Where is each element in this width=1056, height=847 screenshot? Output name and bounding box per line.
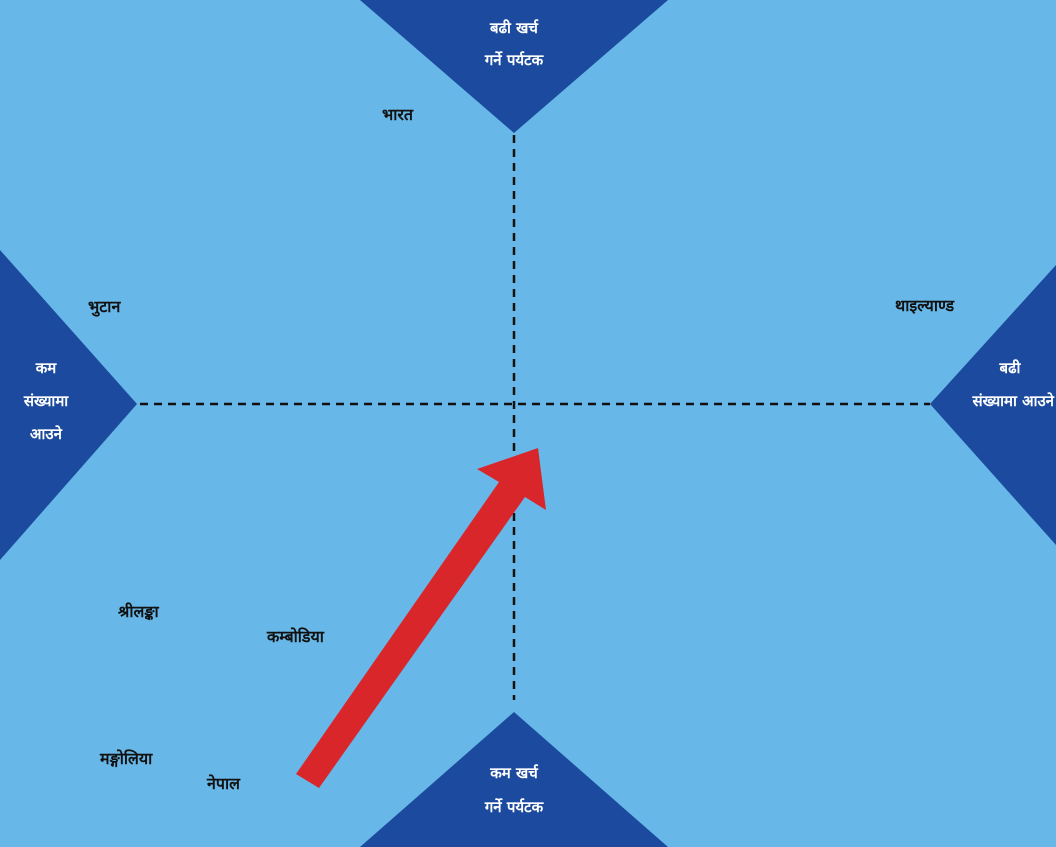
country-label-cambodia: कम्बोडिया	[266, 627, 325, 646]
left-axis-label-line-1: कम	[35, 359, 58, 377]
trend-arrow-up-right	[296, 448, 546, 788]
right-triangle-high-arrivals	[930, 265, 1056, 545]
country-label-thailand: थाइल्याण्ड	[895, 296, 956, 315]
left-axis-label-line-3: आउने	[30, 425, 63, 443]
bottom-axis-label-line-1: कम खर्च	[489, 764, 539, 782]
country-label-sri-lanka: श्रीलङ्का	[118, 602, 159, 621]
top-axis-label-line-1: बढी खर्च	[489, 19, 539, 37]
left-triangle-low-arrivals	[0, 250, 137, 560]
bottom-triangle-low-spending	[360, 712, 668, 847]
top-triangle-high-spending	[360, 0, 668, 133]
country-label-mongolia: मङ्गोलिया	[99, 749, 153, 768]
top-axis-label-line-2: गर्ने पर्यटक	[484, 51, 545, 69]
bottom-axis-label-line-2: गर्ने पर्यटक	[484, 798, 545, 816]
left-axis-label-line-2: संख्यामा	[23, 392, 69, 410]
right-axis-label-line-1: बढी	[999, 359, 1022, 377]
country-label-nepal: नेपाल	[206, 774, 241, 793]
country-label-bhutan: भुटान	[88, 297, 121, 317]
right-axis-label-line-2: संख्यामा आउने	[972, 392, 1055, 410]
country-label-india: भारत	[382, 105, 414, 124]
